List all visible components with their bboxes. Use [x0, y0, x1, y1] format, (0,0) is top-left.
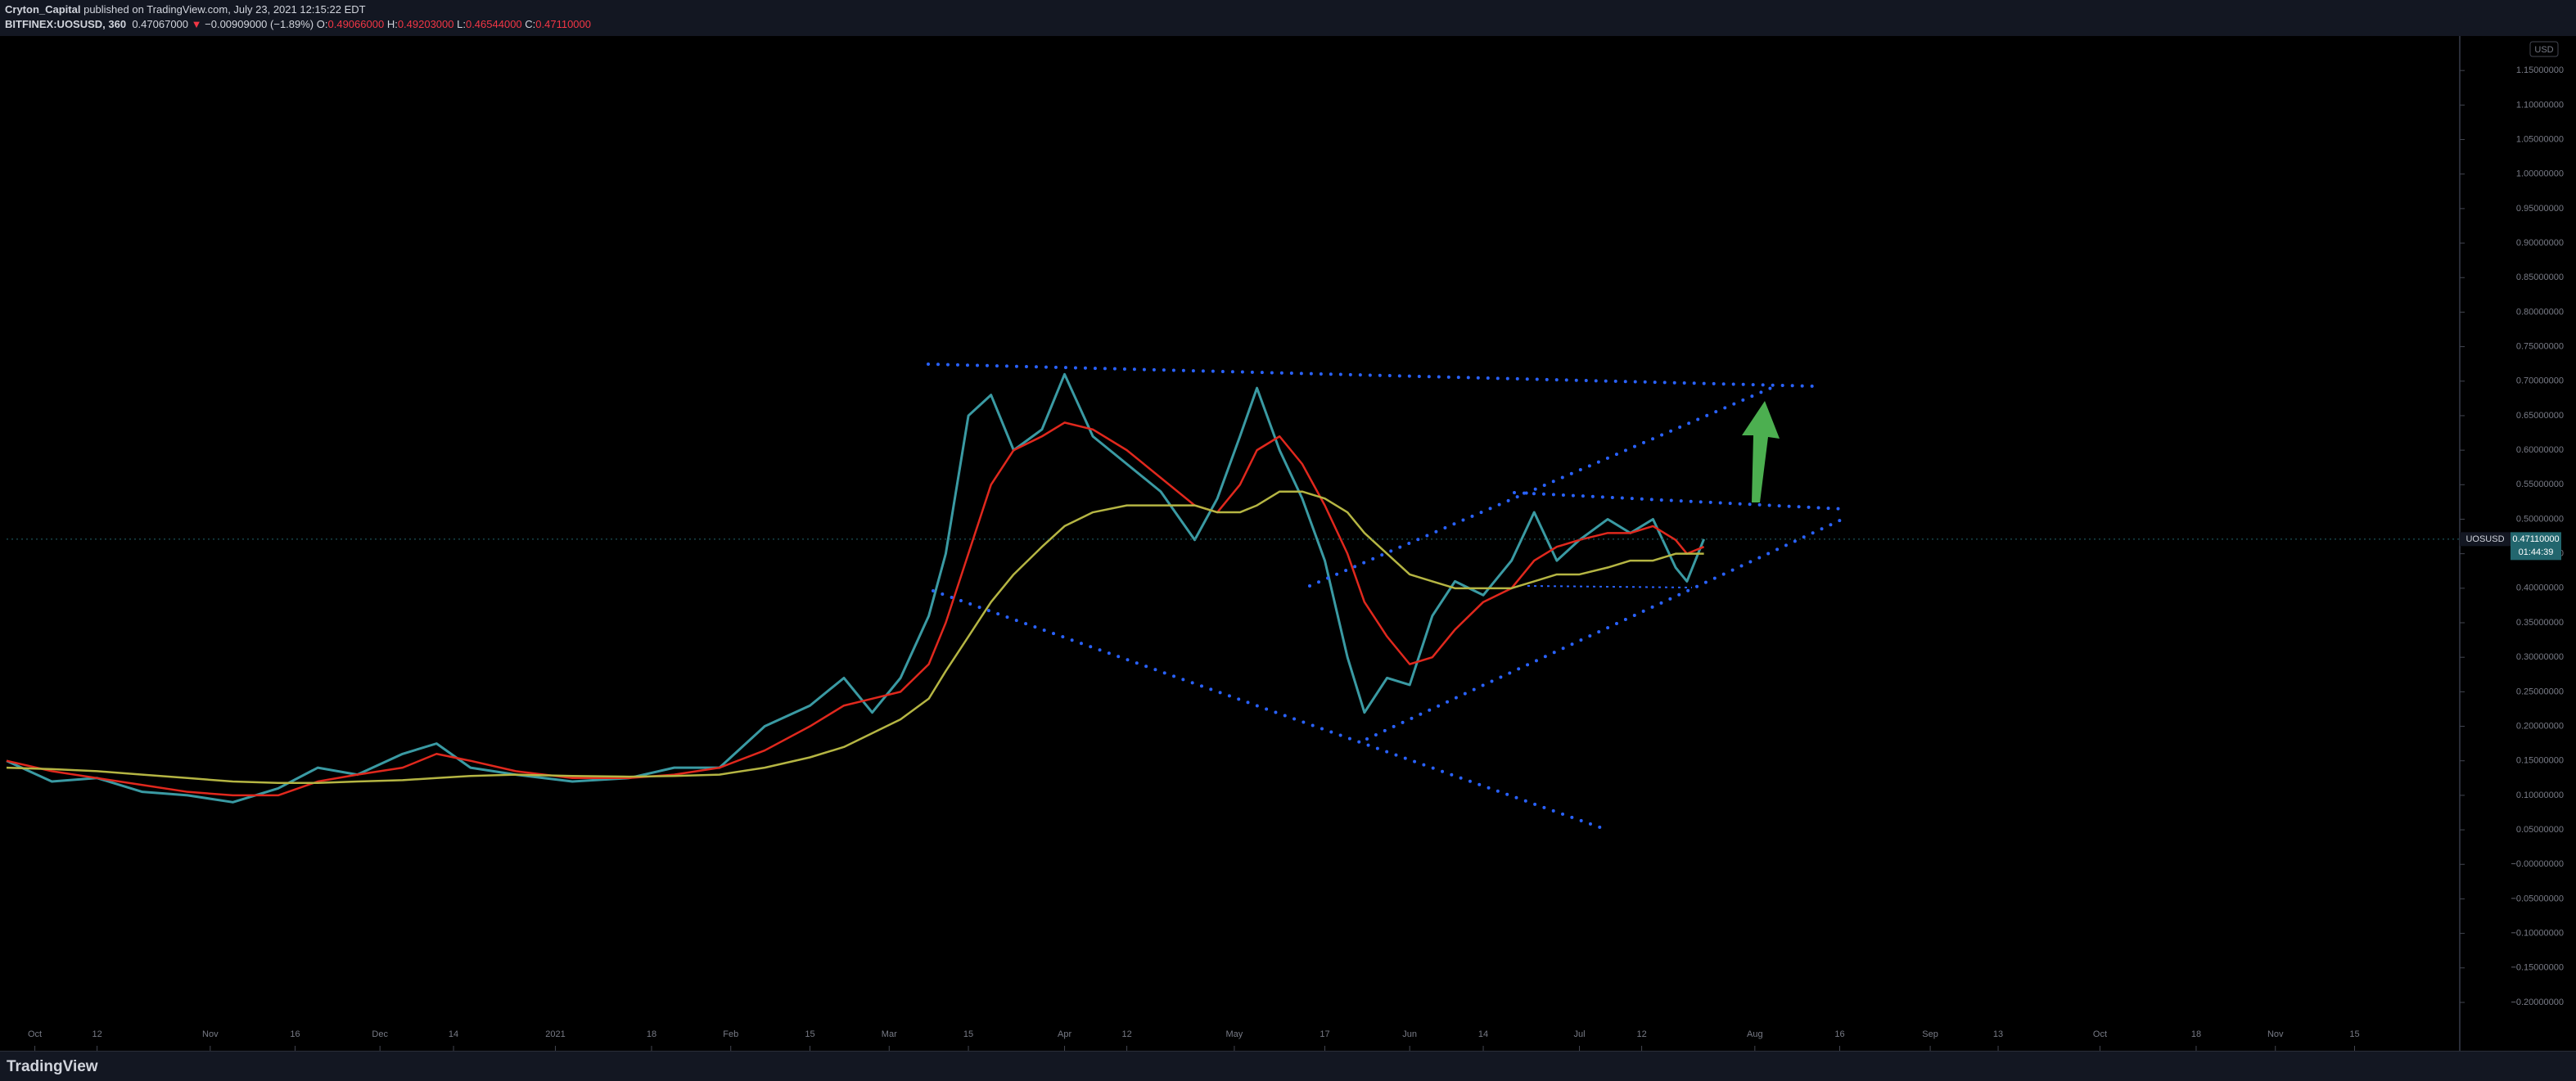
- x-tick-label: Nov: [2267, 1029, 2284, 1039]
- y-tick-label: −0.00000000: [2511, 859, 2564, 869]
- x-tick-label: Aug: [1747, 1029, 1763, 1039]
- x-tick-label: Oct: [2093, 1029, 2107, 1039]
- x-tick-label: 14: [449, 1029, 458, 1039]
- plot-area: [0, 36, 2460, 1051]
- currency-box: [2529, 41, 2559, 57]
- x-tick-label: Jun: [1402, 1029, 1417, 1039]
- y-tick-label: −0.20000000: [2511, 998, 2564, 1007]
- o-value: 0.49066000: [327, 18, 385, 30]
- y-tick-label: −0.10000000: [2511, 929, 2564, 939]
- y-tick-label: 0.80000000: [2516, 307, 2564, 317]
- brand: TradingView: [7, 1058, 98, 1075]
- trendline: [932, 589, 1608, 831]
- y-tick-label: −0.15000000: [2511, 963, 2564, 973]
- price-line: [6, 372, 1706, 804]
- x-tick-label: 15: [963, 1029, 973, 1039]
- publisher: Cryton_Capital: [5, 3, 81, 16]
- tag-price: 0.47110000: [2512, 534, 2559, 544]
- y-tick-label: 0.05000000: [2516, 825, 2564, 835]
- range-lines: [1527, 585, 1693, 588]
- y-tick-label: 0.15000000: [2516, 756, 2564, 766]
- x-tick-label: Jul: [1574, 1029, 1586, 1039]
- x-tick-label: 13: [1993, 1029, 2003, 1039]
- y-tick-label: 0.60000000: [2516, 445, 2564, 455]
- x-tick-label: Nov: [202, 1029, 219, 1039]
- y-tick-label: 0.25000000: [2516, 687, 2564, 696]
- marks: 1.15000000 1.10000000 1.05000000 1.00000000…: [6, 65, 2564, 1051]
- tag-symbol: UOSUSD: [2465, 534, 2504, 544]
- x-tick-label: 15: [2349, 1029, 2359, 1039]
- y-tick-label: 0.35000000: [2516, 618, 2564, 628]
- chart: USD 1.15000000 1.10000000 1.05000000 1.0000…: [0, 36, 2576, 1051]
- price-line: [6, 490, 1704, 784]
- y-tick-label: 0.75000000: [2516, 341, 2564, 351]
- l-label: L:: [457, 18, 466, 30]
- published: published on TradingView.com, July 23, 2…: [83, 3, 366, 16]
- x-tick-label: Oct: [28, 1029, 42, 1039]
- x-tick-label: 12: [1121, 1029, 1131, 1039]
- x-tick-label: 12: [92, 1029, 102, 1039]
- symbol: BITFINEX:UOSUSD, 360: [5, 18, 127, 30]
- y-tick-label: 0.20000000: [2516, 721, 2564, 731]
- y-tick-label: 0.10000000: [2516, 790, 2564, 800]
- price-line: [6, 421, 1705, 797]
- y-tick-label: 1.00000000: [2516, 169, 2564, 179]
- x-tick-label: 16: [1834, 1029, 1844, 1039]
- y-tick-label: 0.70000000: [2516, 376, 2564, 386]
- h-label: H:: [386, 18, 398, 30]
- change: −0.00909000 (−1.89%): [205, 18, 314, 30]
- last: 0.47067000: [132, 18, 189, 30]
- tag-countdown: 01:44:39: [2519, 547, 2554, 557]
- y-tick-label: 0.30000000: [2516, 652, 2564, 662]
- x-tick-label: 17: [1320, 1029, 1329, 1039]
- direction: ▼: [191, 18, 202, 30]
- header: Cryton_Capital published on TradingView.…: [0, 0, 2576, 36]
- y-tick-label: 0.85000000: [2516, 273, 2564, 282]
- y-tick-label: 0.40000000: [2516, 583, 2564, 593]
- currency: USD: [2534, 45, 2553, 55]
- x-tick-label: May: [1226, 1029, 1243, 1039]
- y-tick-label: 0.90000000: [2516, 238, 2564, 248]
- y-tick-label: 0.55000000: [2516, 480, 2564, 489]
- y-tick-label: 0.65000000: [2516, 411, 2564, 421]
- footer: TradingView: [0, 1051, 2576, 1081]
- c-value: 0.47110000: [535, 18, 591, 30]
- trendline: [927, 363, 1817, 388]
- l-value: 0.46544000: [465, 18, 522, 30]
- x-tick-label: 16: [290, 1029, 300, 1039]
- range-line: [1527, 585, 1693, 588]
- x-tick-label: 14: [1478, 1029, 1488, 1039]
- x-tick-label: Apr: [1058, 1029, 1071, 1039]
- x-tick-label: 18: [647, 1029, 656, 1039]
- x-tick-label: 2021: [545, 1029, 565, 1039]
- price-tag: UOSUSD 0.47110000 01:44:39: [2460, 532, 2561, 561]
- x-tick-label: 18: [2191, 1029, 2201, 1039]
- o-label: O:: [316, 18, 328, 30]
- trendline: [1365, 517, 1845, 741]
- c-label: C:: [525, 18, 536, 30]
- publish-line: Cryton_Capital published on TradingView.…: [5, 3, 366, 16]
- tag-price-box: [2511, 532, 2561, 561]
- x-tick-label: Dec: [372, 1029, 388, 1039]
- x-tick-label: Mar: [882, 1029, 897, 1039]
- tag-symbol-box: [2460, 532, 2511, 547]
- arrow-up: [1742, 401, 1780, 502]
- y-tick-label: 1.05000000: [2516, 134, 2564, 144]
- trendlines: [927, 363, 1845, 831]
- y-tick-label: 1.10000000: [2516, 100, 2564, 110]
- x-tick-label: Sep: [1922, 1029, 1938, 1039]
- y-tick-label: 1.15000000: [2516, 65, 2564, 75]
- y-tick-label: 0.50000000: [2516, 514, 2564, 524]
- h-value: 0.49203000: [397, 18, 454, 30]
- x-tick-label: 12: [1636, 1029, 1646, 1039]
- symbol-line: BITFINEX:UOSUSD, 360 0.47067000 ▼ −0.009…: [5, 18, 591, 30]
- y-tick-label: −0.05000000: [2511, 894, 2564, 903]
- y-tick-label: 0.95000000: [2516, 204, 2564, 214]
- trendline: [1513, 491, 1845, 511]
- x-tick-label: Feb: [723, 1029, 738, 1039]
- x-tick-label: 15: [805, 1029, 814, 1039]
